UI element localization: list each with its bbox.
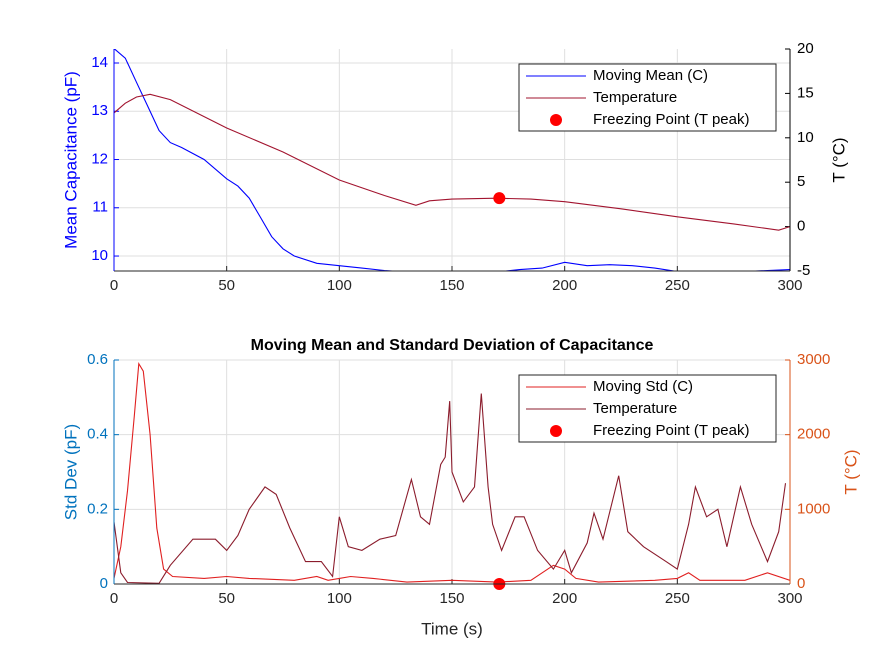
y-tick-label: 11 — [92, 199, 108, 216]
series-line — [114, 93, 790, 231]
x-tick-label: 100 — [327, 590, 352, 607]
y2-tick-label: 15 — [797, 84, 814, 101]
x-tick-label: 250 — [665, 277, 690, 294]
y2-tick-label: 2000 — [797, 426, 830, 443]
legend-label: Temperature — [593, 89, 677, 106]
legend-marker — [550, 114, 562, 126]
legend-marker — [550, 425, 562, 437]
chart-title: Moving Mean and Standard Deviation of Ca… — [251, 337, 654, 354]
x-tick-label: 300 — [777, 277, 802, 294]
legend-label: Moving Mean (C) — [593, 67, 708, 84]
y2-tick-label: -5 — [797, 262, 810, 279]
y2-tick-label: 20 — [797, 40, 814, 57]
y2-tick-label: 3000 — [797, 351, 830, 368]
x-tick-label: 50 — [218, 277, 235, 294]
y2-axis-label: T (°C) — [841, 449, 860, 494]
y-tick-label: 10 — [91, 247, 108, 264]
y-axis-label: Mean Capacitance (pF) — [61, 71, 80, 249]
y-tick-label: 0.2 — [87, 500, 108, 517]
series-line — [114, 49, 790, 271]
x-tick-label: 200 — [552, 590, 577, 607]
series-line — [114, 361, 790, 583]
x-axis-label: Time (s) — [421, 619, 483, 638]
x-tick-label: 50 — [218, 590, 235, 607]
y2-tick-label: 0 — [797, 218, 805, 235]
y2-tick-label: 0 — [797, 575, 805, 592]
y-tick-label: 0.6 — [87, 351, 108, 368]
x-tick-label: 150 — [439, 590, 464, 607]
y2-tick-label: 10 — [797, 129, 814, 146]
x-tick-label: 0 — [110, 590, 118, 607]
x-tick-label: 250 — [665, 590, 690, 607]
series-line — [114, 393, 787, 584]
x-tick-label: 150 — [439, 277, 464, 294]
y-tick-label: 13 — [91, 102, 108, 119]
y2-tick-label: 1000 — [797, 500, 830, 517]
freezing-point — [493, 192, 506, 205]
legend-label: Temperature — [593, 400, 677, 417]
legend-label: Moving Std (C) — [593, 378, 693, 395]
y-tick-label: 0 — [100, 575, 108, 592]
x-tick-label: 200 — [552, 277, 577, 294]
y-axis-label: Std Dev (pF) — [61, 424, 80, 520]
y-tick-label: 12 — [91, 150, 108, 167]
x-tick-label: 0 — [110, 277, 118, 294]
legend-label: Freezing Point (T peak) — [593, 111, 749, 128]
y-tick-label: 0.4 — [87, 426, 108, 443]
x-tick-label: 100 — [327, 277, 352, 294]
legend-label: Freezing Point (T peak) — [593, 422, 749, 439]
y-tick-label: 14 — [91, 54, 108, 71]
x-tick-label: 300 — [777, 590, 802, 607]
y2-tick-label: 5 — [797, 173, 805, 190]
y2-axis-label: T (°C) — [829, 137, 848, 182]
